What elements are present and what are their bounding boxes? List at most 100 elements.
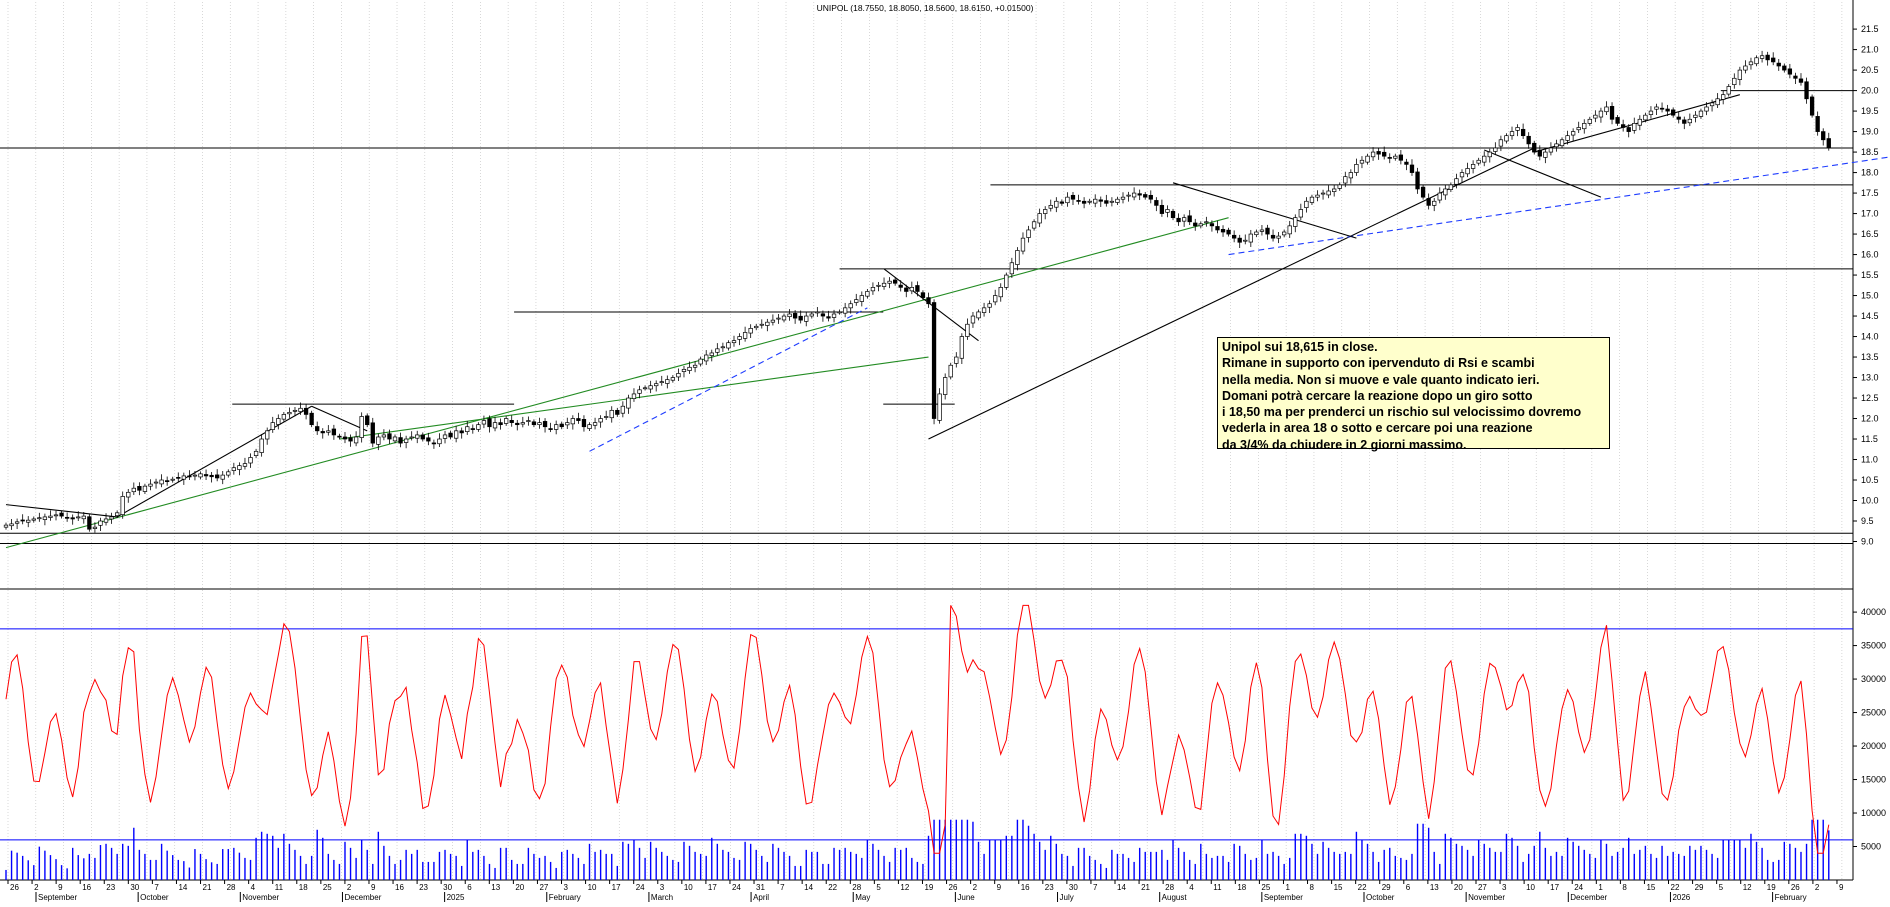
price-tick-label: 15.0	[1861, 291, 1879, 301]
candle-body	[631, 393, 637, 399]
candle-body	[376, 436, 381, 445]
candle-body	[170, 478, 175, 481]
candle-body	[1698, 110, 1704, 117]
candle-body	[1270, 234, 1276, 239]
candle-body	[665, 379, 670, 384]
candle-body	[1682, 119, 1687, 124]
price-tick-label: 12.5	[1861, 393, 1879, 403]
x-tick-label: 27	[1478, 883, 1487, 892]
candle-body	[237, 465, 242, 470]
candle-body	[1315, 194, 1320, 198]
candle-body	[98, 520, 103, 526]
candle-body	[1559, 139, 1565, 147]
candle-body	[1109, 200, 1115, 203]
price-tick-label: 21.0	[1861, 45, 1879, 55]
candle-body	[526, 420, 531, 422]
x-tick-label: 7	[1093, 883, 1098, 892]
candle-body	[1365, 155, 1370, 163]
candle-body	[76, 516, 81, 519]
candle-body	[592, 422, 598, 426]
x-tick-label: 3	[660, 883, 665, 892]
candle-body	[809, 313, 814, 317]
month-label: October	[140, 893, 169, 902]
candle-body	[759, 323, 764, 326]
x-tick-label: 9	[371, 883, 376, 892]
candle-body	[487, 418, 492, 428]
rsi-line	[5, 604, 1830, 854]
candle-body	[231, 467, 236, 471]
candle-body	[1204, 221, 1209, 224]
candle-body	[1776, 62, 1781, 67]
candle-body	[642, 387, 648, 390]
candle-body	[37, 517, 42, 520]
x-tick-label: 20	[1454, 883, 1463, 892]
candle-body	[1087, 200, 1092, 203]
candle-body	[437, 438, 442, 445]
candle-body	[1337, 184, 1342, 189]
oscillator-tick-label: 40000	[1861, 607, 1886, 617]
candle-body	[1309, 196, 1315, 203]
price-tick-label: 14.0	[1861, 332, 1879, 342]
x-tick-label: 8	[1622, 883, 1627, 892]
candle-body	[831, 313, 837, 318]
candle-body	[1671, 109, 1676, 116]
candle-body	[337, 435, 342, 438]
candle-body	[198, 473, 203, 478]
x-tick-label: 29	[1382, 883, 1391, 892]
candle-body	[692, 364, 698, 368]
month-label: March	[651, 893, 673, 902]
candle-body	[481, 420, 487, 425]
candle-body	[704, 354, 709, 362]
month-label: February	[1775, 893, 1807, 902]
candle-body	[253, 450, 259, 456]
candle-body	[409, 436, 414, 439]
candle-body	[1070, 194, 1076, 200]
candle-body	[776, 317, 781, 320]
candle-body	[1259, 229, 1265, 232]
candle-body	[737, 336, 742, 340]
price-tick-label: 14.5	[1861, 311, 1879, 321]
price-tick-label: 16.5	[1861, 229, 1879, 239]
candle-body	[1426, 198, 1431, 206]
candle-body	[459, 430, 464, 434]
trendline-green	[5, 217, 1229, 549]
candle-body	[1582, 123, 1587, 130]
candle-body	[31, 518, 36, 521]
x-tick-label: 23	[1045, 883, 1054, 892]
candle-body	[398, 437, 403, 444]
candle-body	[681, 368, 687, 372]
trendline-black	[1172, 182, 1357, 239]
candle-body	[1648, 110, 1654, 115]
x-tick-label: 30	[130, 883, 139, 892]
candle-body	[1515, 127, 1520, 131]
candle-body	[798, 315, 803, 321]
candle-body	[1576, 127, 1581, 131]
x-tick-label: 6	[467, 883, 472, 892]
candle-body	[1626, 127, 1631, 132]
candle-body	[1732, 77, 1737, 85]
month-label: July	[1060, 893, 1074, 902]
candle-body	[1198, 223, 1203, 227]
candle-body	[1137, 193, 1142, 196]
candle-body	[1304, 200, 1309, 208]
candle-body	[1470, 164, 1476, 169]
candle-body	[1215, 226, 1220, 231]
candle-body	[520, 422, 525, 425]
candle-body	[804, 315, 809, 322]
candle-body	[315, 426, 320, 432]
candle-body	[1704, 106, 1709, 112]
candle-body	[1759, 55, 1765, 59]
x-tick-label: 2	[347, 883, 352, 892]
candle-body	[1265, 227, 1270, 235]
candle-body	[220, 474, 225, 480]
candle-body	[142, 485, 148, 492]
candle-body	[1393, 155, 1398, 159]
x-tick-label: 7	[780, 883, 785, 892]
candle-body	[342, 436, 348, 440]
trendline-blue	[589, 307, 868, 452]
candle-body	[542, 421, 548, 428]
candle-body	[403, 438, 409, 443]
candle-body	[531, 421, 537, 426]
candle-body	[20, 519, 25, 522]
candle-body	[687, 366, 692, 371]
